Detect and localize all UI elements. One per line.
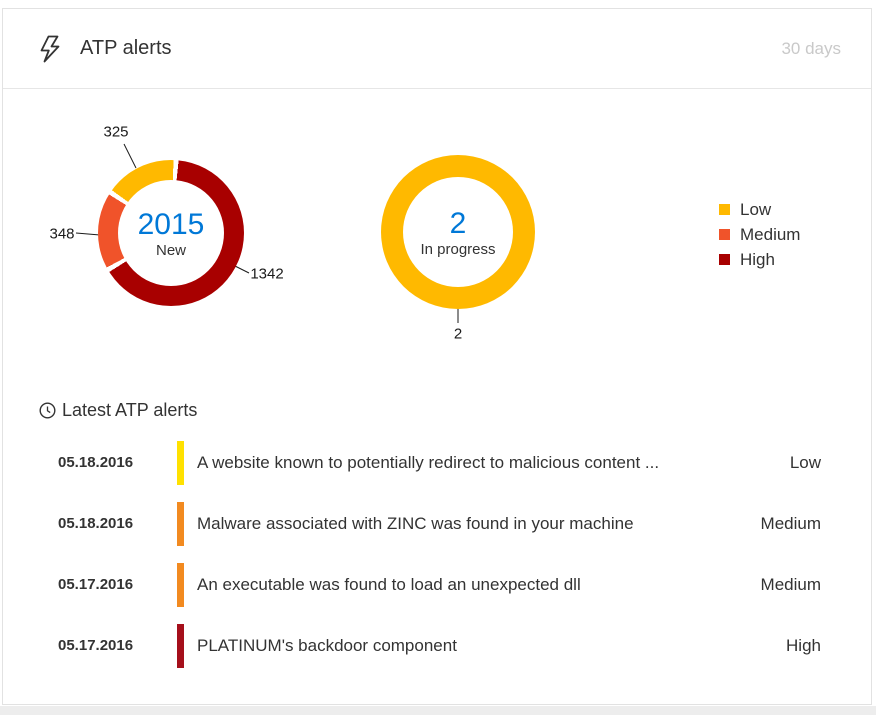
latest-alerts-header: Latest ATP alerts xyxy=(39,398,871,422)
alert-row[interactable]: 05.17.2016 An executable was found to lo… xyxy=(3,554,871,615)
alert-row[interactable]: 05.18.2016 A website known to potentiall… xyxy=(3,432,871,493)
alert-row[interactable]: 05.18.2016 Malware associated with ZINC … xyxy=(3,493,871,554)
severity-bar-high xyxy=(177,623,184,668)
callout-low-value: 325 xyxy=(103,123,129,141)
latest-alerts-title: Latest ATP alerts xyxy=(62,399,198,420)
alert-date: 05.17.2016 xyxy=(58,637,134,654)
severity-bar-low xyxy=(177,440,184,485)
new-alerts-label: New xyxy=(155,241,186,259)
atp-alerts-card: ATP alerts 30 days 2015 New 2 In progres… xyxy=(2,8,872,705)
severity-bar-medium xyxy=(177,562,184,607)
clock-icon xyxy=(39,401,56,419)
card-title: ATP alerts xyxy=(80,37,172,59)
in-progress-count: 2 xyxy=(449,206,467,240)
alert-date: 05.18.2016 xyxy=(58,515,134,532)
legend-swatch-high xyxy=(719,254,730,265)
alert-severity: High xyxy=(786,635,821,655)
in-progress-label: In progress xyxy=(420,240,496,258)
time-range-label: 30 days xyxy=(781,38,841,58)
callout-high-value: 1342 xyxy=(250,265,284,283)
new-alerts-donut[interactable]: 2015 New xyxy=(98,160,244,306)
alert-severity: Medium xyxy=(760,513,821,533)
alert-description: A website known to potentially redirect … xyxy=(197,452,660,472)
legend-item-low: Low xyxy=(719,197,800,222)
callout-medium-value: 348 xyxy=(49,225,75,243)
legend-swatch-medium xyxy=(719,229,730,240)
alert-description: An executable was found to load an unexp… xyxy=(197,574,581,594)
alert-row[interactable]: 05.17.2016 PLATINUM's backdoor component… xyxy=(3,615,871,676)
callout-inprogress-value: 2 xyxy=(453,325,463,343)
severity-bar-medium xyxy=(177,501,184,546)
lightning-bolt-icon xyxy=(40,35,60,62)
legend-swatch-low xyxy=(719,204,730,215)
severity-legend: Low Medium High xyxy=(719,197,800,272)
in-progress-donut[interactable]: 2 In progress xyxy=(381,155,535,309)
alert-description: PLATINUM's backdoor component xyxy=(197,635,457,655)
new-alerts-count: 2015 xyxy=(137,207,205,241)
alert-date: 05.17.2016 xyxy=(58,576,134,593)
new-alerts-donut-center: 2015 New xyxy=(118,180,224,286)
donut-charts-area: 2015 New 2 In progress 325 348 1342 2 Lo… xyxy=(3,89,871,384)
page-background-strip xyxy=(0,706,876,715)
in-progress-donut-center: 2 In progress xyxy=(403,177,513,287)
latest-alerts-list: 05.18.2016 A website known to potentiall… xyxy=(3,432,871,676)
legend-item-medium: Medium xyxy=(719,222,800,247)
alert-severity: Medium xyxy=(760,574,821,594)
alert-severity: Low xyxy=(789,452,821,472)
card-header: ATP alerts 30 days xyxy=(3,9,871,89)
alert-date: 05.18.2016 xyxy=(58,454,134,471)
alert-description: Malware associated with ZINC was found i… xyxy=(197,513,634,533)
legend-item-high: High xyxy=(719,247,800,272)
